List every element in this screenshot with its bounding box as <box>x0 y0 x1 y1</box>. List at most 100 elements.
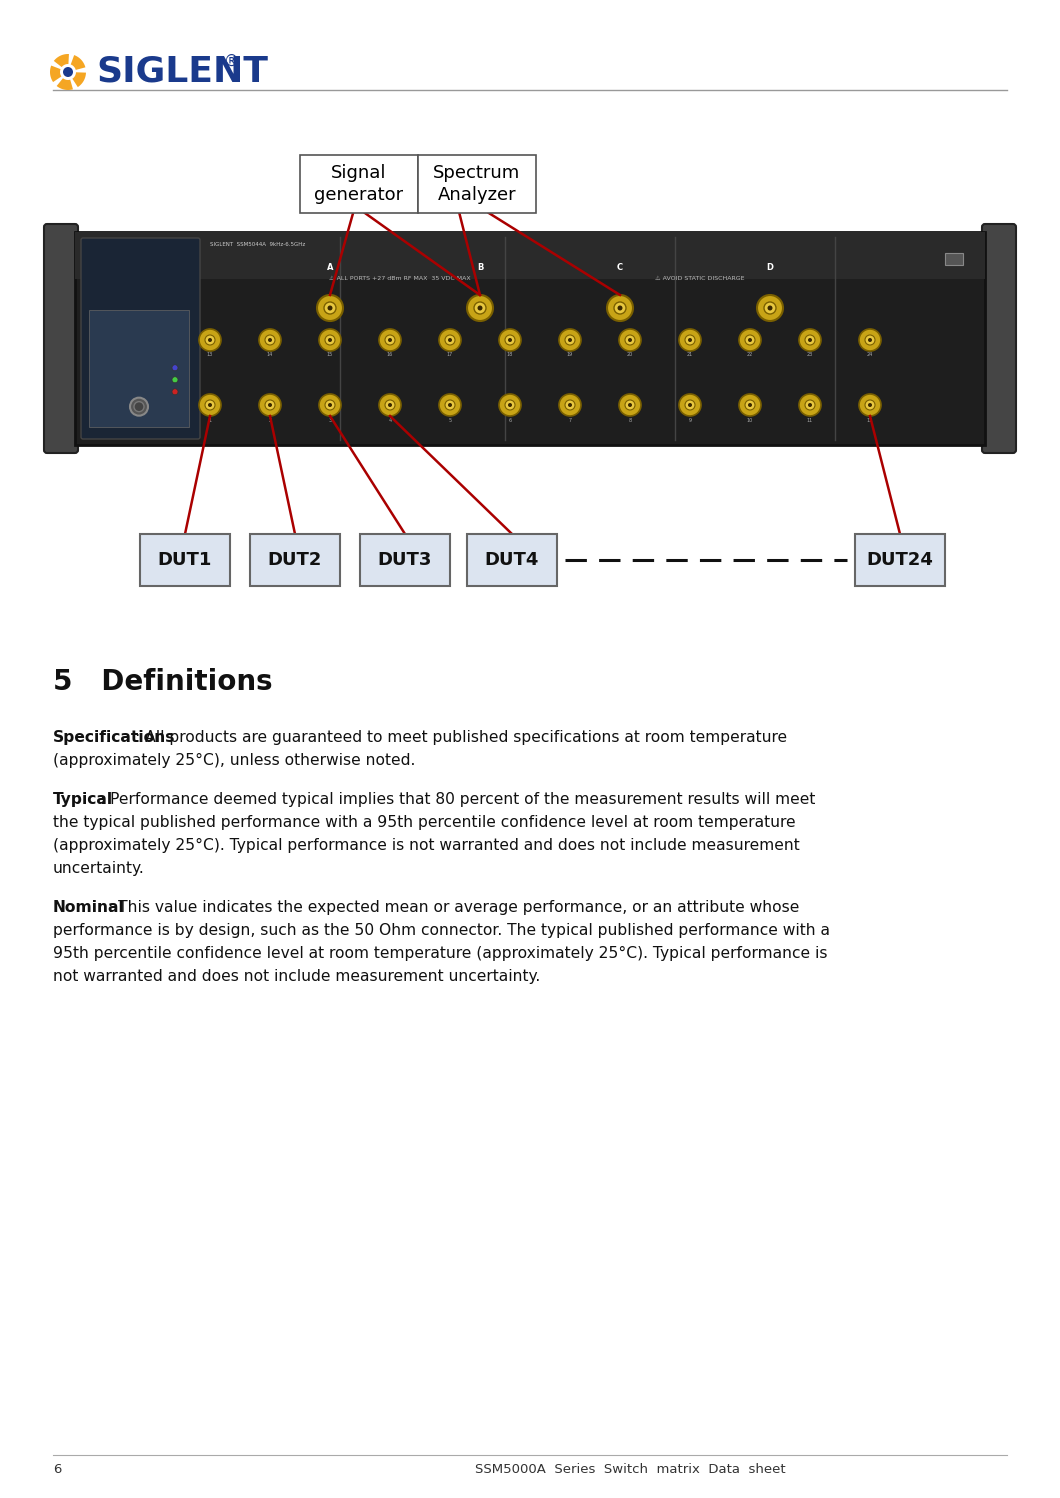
Circle shape <box>508 403 512 407</box>
Circle shape <box>745 336 755 345</box>
Text: A: A <box>326 264 333 273</box>
Text: 9: 9 <box>689 418 691 422</box>
Circle shape <box>328 403 332 407</box>
Text: 4: 4 <box>388 418 391 422</box>
Circle shape <box>477 306 482 310</box>
Text: SSM5000A  Series  Switch  matrix  Data  sheet: SSM5000A Series Switch matrix Data sheet <box>475 1464 785 1476</box>
Text: Specifications: Specifications <box>53 730 176 745</box>
Circle shape <box>328 339 332 342</box>
Circle shape <box>679 330 701 351</box>
Circle shape <box>439 330 461 351</box>
Circle shape <box>172 377 178 383</box>
Text: C: C <box>617 264 623 273</box>
Circle shape <box>208 403 212 407</box>
Circle shape <box>385 336 395 345</box>
Text: 2: 2 <box>268 418 271 422</box>
Circle shape <box>808 403 812 407</box>
Text: the typical published performance with a 95th percentile confidence level at roo: the typical published performance with a… <box>53 815 796 830</box>
Text: 23: 23 <box>807 352 813 358</box>
FancyBboxPatch shape <box>45 225 78 452</box>
Text: Spectrum
Analyzer: Spectrum Analyzer <box>434 163 520 204</box>
Circle shape <box>172 364 178 370</box>
Circle shape <box>379 330 401 351</box>
Text: SIGLENT  SSM5044A  9kHz-6.5GHz: SIGLENT SSM5044A 9kHz-6.5GHz <box>210 243 305 247</box>
Circle shape <box>130 397 148 415</box>
Text: DUT24: DUT24 <box>867 551 934 569</box>
Circle shape <box>685 336 695 345</box>
Polygon shape <box>50 66 61 82</box>
FancyBboxPatch shape <box>855 533 946 586</box>
Circle shape <box>505 400 515 410</box>
Circle shape <box>388 339 392 342</box>
Text: 8: 8 <box>629 418 632 422</box>
Circle shape <box>568 339 572 342</box>
Circle shape <box>619 330 641 351</box>
Text: 6: 6 <box>53 1464 61 1476</box>
Text: 15: 15 <box>326 352 333 358</box>
Text: 95th percentile confidence level at room temperature (approximately 25°C). Typic: 95th percentile confidence level at room… <box>53 947 828 962</box>
Text: 10: 10 <box>747 418 753 422</box>
Text: Signal
generator: Signal generator <box>315 163 404 204</box>
Circle shape <box>739 394 761 416</box>
Text: ⚠ AVOID STATIC DISCHARGE: ⚠ AVOID STATIC DISCHARGE <box>655 276 745 280</box>
Text: 13: 13 <box>207 352 213 358</box>
Circle shape <box>505 336 515 345</box>
Text: DUT1: DUT1 <box>158 551 212 569</box>
Circle shape <box>859 330 881 351</box>
Circle shape <box>448 339 452 342</box>
Circle shape <box>319 330 341 351</box>
Text: ®: ® <box>224 54 240 69</box>
FancyBboxPatch shape <box>360 533 450 586</box>
Circle shape <box>265 400 275 410</box>
Text: 18: 18 <box>507 352 513 358</box>
Circle shape <box>199 330 220 351</box>
Circle shape <box>565 400 575 410</box>
Circle shape <box>767 306 773 310</box>
Circle shape <box>628 403 632 407</box>
Text: 21: 21 <box>687 352 693 358</box>
Circle shape <box>205 336 215 345</box>
Text: uncertainty.: uncertainty. <box>53 861 145 876</box>
Text: D: D <box>766 264 774 273</box>
Text: 5   Definitions: 5 Definitions <box>53 668 272 697</box>
FancyBboxPatch shape <box>81 238 200 439</box>
Circle shape <box>688 339 692 342</box>
Circle shape <box>748 339 752 342</box>
Circle shape <box>868 339 872 342</box>
Text: 1: 1 <box>209 418 212 422</box>
Circle shape <box>865 336 874 345</box>
Bar <box>89 310 189 427</box>
Circle shape <box>628 339 632 342</box>
Text: 16: 16 <box>387 352 393 358</box>
FancyBboxPatch shape <box>982 225 1015 452</box>
Bar <box>946 253 962 265</box>
Text: DUT2: DUT2 <box>268 551 322 569</box>
Circle shape <box>134 401 144 412</box>
Text: : Performance deemed typical implies that 80 percent of the measurement results : : Performance deemed typical implies tha… <box>100 792 815 807</box>
Circle shape <box>625 400 635 410</box>
FancyBboxPatch shape <box>140 533 230 586</box>
Text: 17: 17 <box>447 352 453 358</box>
Circle shape <box>445 400 455 410</box>
Circle shape <box>559 394 581 416</box>
Circle shape <box>805 336 815 345</box>
Circle shape <box>799 394 822 416</box>
Circle shape <box>757 295 783 321</box>
Circle shape <box>319 394 341 416</box>
Circle shape <box>499 394 522 416</box>
Circle shape <box>764 303 776 315</box>
Circle shape <box>508 339 512 342</box>
Circle shape <box>172 389 178 395</box>
FancyBboxPatch shape <box>300 154 418 213</box>
Text: SIGLENT: SIGLENT <box>96 55 268 88</box>
Circle shape <box>259 330 281 351</box>
Circle shape <box>618 306 622 310</box>
Circle shape <box>568 403 572 407</box>
Circle shape <box>614 303 626 315</box>
Circle shape <box>745 400 755 410</box>
Bar <box>75 232 985 279</box>
Circle shape <box>865 400 874 410</box>
Polygon shape <box>54 54 69 67</box>
Circle shape <box>205 400 215 410</box>
Circle shape <box>859 394 881 416</box>
